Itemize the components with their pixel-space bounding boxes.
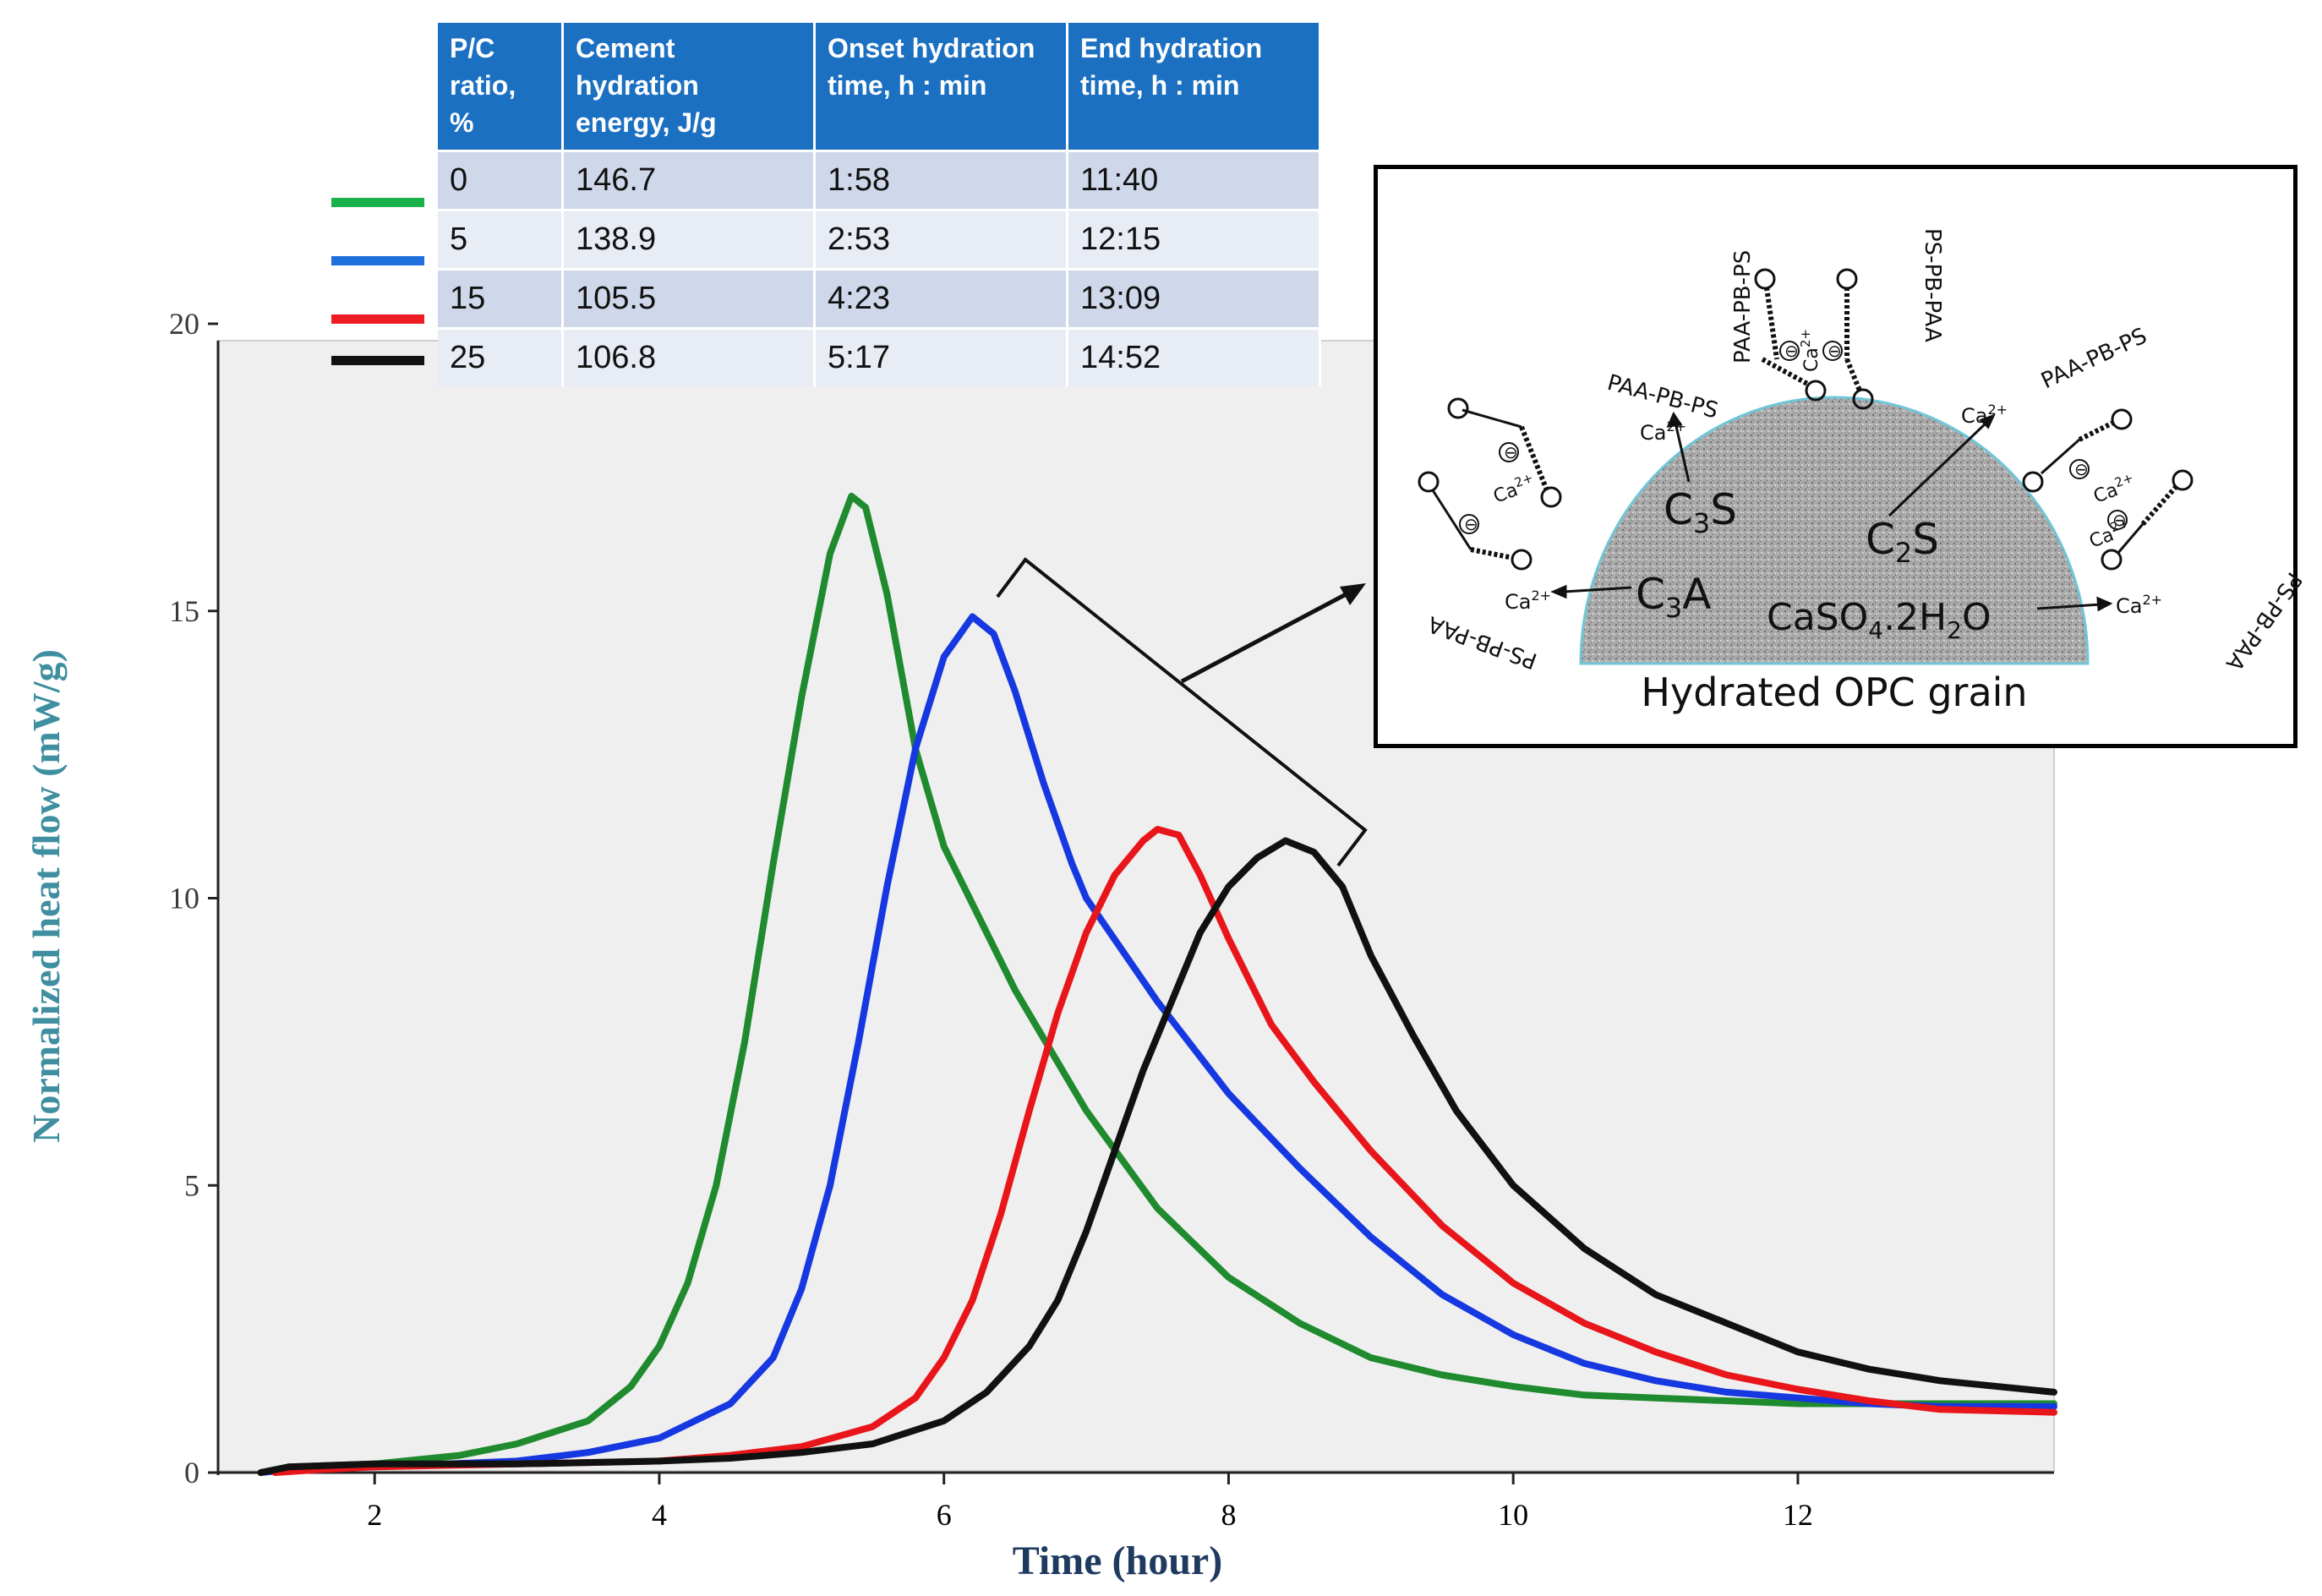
table-cell: 4:23 xyxy=(814,268,1068,329)
series-line-15 xyxy=(271,826,2057,1476)
legend-swatch-0 xyxy=(331,198,424,207)
table-cell: 12:15 xyxy=(1067,209,1321,270)
y-ticks: 0 5 10 15 20 xyxy=(169,307,218,1489)
table-cell: 1:58 xyxy=(814,150,1068,210)
y-tick-label: 20 xyxy=(169,307,199,341)
arrow-line xyxy=(1180,589,1352,684)
table-cell: 13:09 xyxy=(1067,268,1321,329)
header-hydration-energy: Cement hydration energy, J/g xyxy=(562,23,816,151)
table-cell: 0 xyxy=(438,150,564,210)
table-cell: 2:53 xyxy=(814,209,1068,270)
legend-swatch-5 xyxy=(331,256,424,265)
series-line-25 xyxy=(257,837,2057,1476)
table-cell: 105.5 xyxy=(562,268,816,329)
polymer-label: PS-PB-PAA xyxy=(1424,610,1540,673)
svg-text:⊖: ⊖ xyxy=(1784,341,1799,361)
table-cell: 25 xyxy=(438,327,564,386)
table-cell: 14:52 xyxy=(1067,327,1321,386)
series-line-5 xyxy=(257,613,2057,1476)
header-pc-ratio: P/C ratio,% xyxy=(438,23,564,151)
legend-swatch-15 xyxy=(331,314,424,324)
table-row: 0 146.7 1:58 11:40 xyxy=(438,150,1321,210)
grain-caption: Hydrated OPC grain xyxy=(1641,670,2027,715)
polymer-label: PS-PB-PAA xyxy=(1920,228,1945,342)
x-tick-label: 8 xyxy=(1221,1498,1236,1532)
svg-text:⊖: ⊖ xyxy=(2074,459,2089,479)
property-table: P/C ratio,% Cement hydration energy, J/g On… xyxy=(438,23,1321,386)
table-cell: 138.9 xyxy=(562,209,816,270)
arrow-head xyxy=(1340,583,1366,605)
polymer-label: PAA-PB-PS xyxy=(1730,250,1756,363)
table-cell: 5 xyxy=(438,209,564,270)
x-tick-label: 2 xyxy=(367,1498,382,1532)
legend-swatch-25 xyxy=(331,356,424,365)
x-axis-title: Time (hour) xyxy=(1013,1539,1222,1583)
polymer-label: PAA-PB-PS xyxy=(1604,370,1720,424)
ion-label: Ca2+ xyxy=(1505,588,1551,614)
table-header-row: P/C ratio,% Cement hydration energy, J/g On… xyxy=(438,23,1321,151)
y-tick-label: 10 xyxy=(169,882,199,916)
svg-text:⊖: ⊖ xyxy=(1464,514,1478,534)
ion-label: Ca2+ xyxy=(2116,592,2162,618)
table-cell: 5:17 xyxy=(814,327,1068,386)
x-tick-label: 12 xyxy=(1783,1498,1813,1532)
svg-text:⊖: ⊖ xyxy=(2112,510,2127,530)
y-tick-label: 5 xyxy=(184,1168,199,1202)
y-tick-label: 15 xyxy=(169,594,199,628)
series-group xyxy=(257,492,2057,1476)
ion-label: Ca2+ xyxy=(1489,470,1538,508)
polymer-label: PAA-PB-PS xyxy=(2037,323,2150,394)
y-axis-title: Normalized heat flow (mW/g) xyxy=(25,649,68,1143)
header-onset-time: Onset hydration time, h : min xyxy=(814,23,1068,151)
opc-grain xyxy=(1579,396,2090,665)
x-ticks: 2 4 6 8 10 12 xyxy=(367,1473,1813,1532)
table-cell: 15 xyxy=(438,268,564,329)
table-cell: 106.8 xyxy=(562,327,816,386)
x-tick-label: 10 xyxy=(1498,1498,1528,1532)
svg-text:⊖: ⊖ xyxy=(1504,442,1518,462)
inset-schematic: C3S C2S C3A CaSO4.2H2O Hydrated OPC grai… xyxy=(1374,165,2302,748)
table-cell: 146.7 xyxy=(562,150,816,210)
y-tick-label: 0 xyxy=(184,1456,199,1489)
bracket xyxy=(996,557,1368,867)
table-cell: 11:40 xyxy=(1067,150,1321,210)
series-line-0 xyxy=(257,492,2057,1476)
ion-label: Ca2+ xyxy=(1798,329,1822,372)
x-tick-label: 4 xyxy=(652,1498,667,1532)
table-row: 15 105.5 4:23 13:09 xyxy=(438,268,1321,329)
table-row: 5 138.9 2:53 12:15 xyxy=(438,209,1321,270)
ion-label: Ca2+ xyxy=(2090,470,2139,508)
header-end-time: End hydration time, h : min xyxy=(1067,23,1321,151)
polymer-label: PS-PB-PAA xyxy=(2221,567,2302,675)
x-tick-label: 6 xyxy=(937,1498,952,1532)
table-row: 25 106.8 5:17 14:52 xyxy=(438,327,1321,386)
svg-text:⊖: ⊖ xyxy=(1828,341,1842,361)
ion-label: Ca2+ xyxy=(1961,402,2008,428)
